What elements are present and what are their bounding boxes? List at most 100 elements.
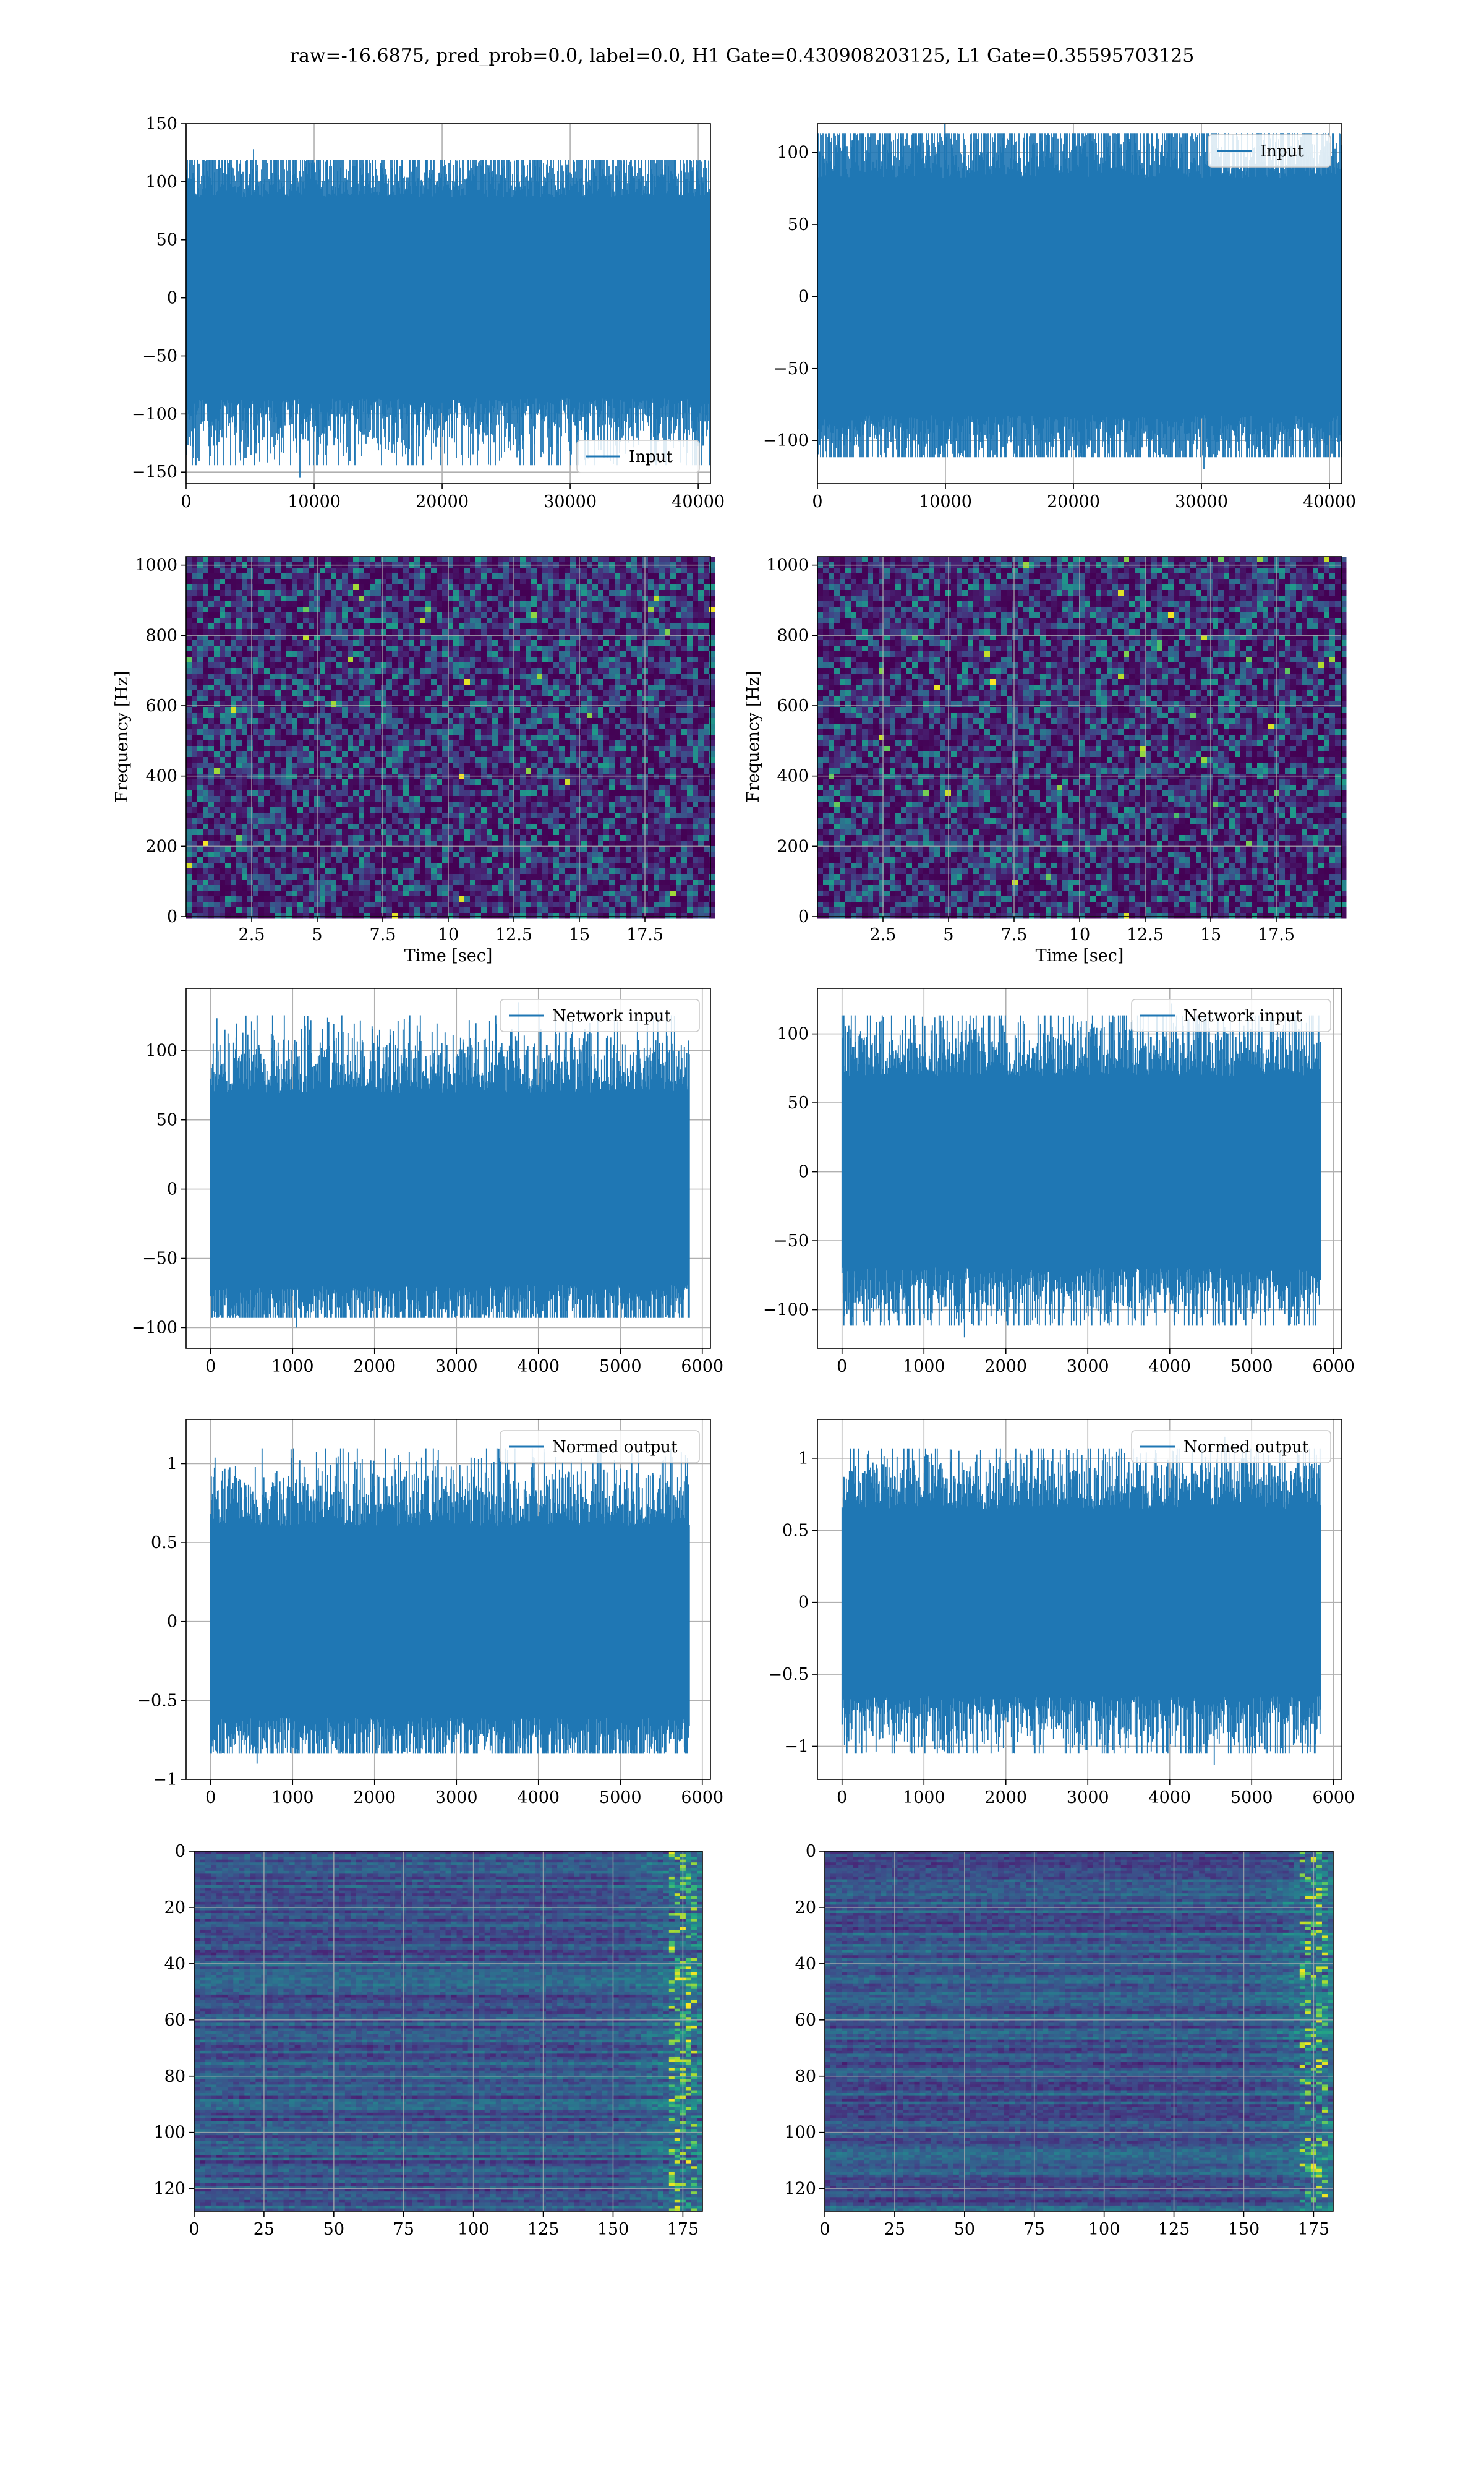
y-tick-label: 0 (806, 1842, 816, 1861)
y-tick-label: 1000 (766, 556, 809, 575)
y-tick-label: 400 (145, 767, 177, 786)
x-tick-label: 5000 (599, 1357, 642, 1376)
y-tick-label: 800 (777, 626, 809, 645)
x-tick-label: 50 (323, 2220, 344, 2239)
x-tick-label: 5000 (599, 1788, 642, 1807)
y-tick-label: −50 (774, 1231, 809, 1251)
x-tick-label: 175 (1298, 2220, 1330, 2239)
x-tick-label: 3000 (435, 1357, 478, 1376)
x-tick-label: 1000 (903, 1788, 945, 1807)
y-tick-label: 600 (145, 696, 177, 716)
x-tick-label: 100 (1088, 2220, 1120, 2239)
y-tick-label: 80 (164, 2067, 186, 2086)
x-tick-label: 6000 (681, 1357, 723, 1376)
x-tick-label: 2000 (353, 1357, 396, 1376)
y-tick-label: 100 (777, 1025, 809, 1044)
legend-entry: Input (1260, 142, 1304, 161)
x-tick-label: 3000 (435, 1788, 478, 1807)
x-tick-label: 40000 (672, 492, 725, 511)
y-axis-label: Frequency [Hz] (113, 670, 132, 802)
x-tick-label: 10000 (919, 492, 972, 511)
legend: Normed output (1132, 1431, 1331, 1463)
y-tick-label: −100 (132, 404, 177, 424)
y-tick-label: 100 (145, 1042, 177, 1061)
x-tick-label: 5000 (1230, 1357, 1273, 1376)
x-tick-label: 20000 (416, 492, 469, 511)
y-tick-label: −1 (784, 1737, 809, 1756)
x-tick-label: 0 (837, 1788, 847, 1807)
x-tick-label: 1000 (903, 1357, 945, 1376)
x-tick-label: 17.5 (626, 925, 663, 944)
x-tick-label: 0 (812, 492, 822, 511)
y-tick-label: 0 (798, 1593, 809, 1612)
x-tick-label: 125 (1158, 2220, 1190, 2239)
x-tick-label: 12.5 (495, 925, 532, 944)
y-tick-label: 20 (795, 1898, 816, 1917)
x-tick-label: 6000 (681, 1788, 723, 1807)
x-tick-label: 30000 (544, 492, 597, 511)
x-axis-label: Time [sec] (1036, 946, 1124, 965)
x-axis-label: Time [sec] (404, 946, 493, 965)
x-tick-label: 30000 (1175, 492, 1228, 511)
x-tick-label: 6000 (1312, 1788, 1355, 1807)
x-tick-label: 25 (884, 2220, 905, 2239)
y-tick-label: −100 (132, 1318, 177, 1337)
y-tick-label: 0 (167, 907, 177, 927)
y-tick-label: −50 (142, 346, 177, 366)
x-tick-label: 2000 (353, 1788, 396, 1807)
y-tick-label: 50 (788, 215, 809, 234)
y-tick-label: 0 (167, 1612, 177, 1632)
x-tick-label: 1000 (271, 1357, 314, 1376)
x-tick-label: 10 (438, 925, 459, 944)
y-tick-label: 0 (167, 1180, 177, 1199)
x-tick-label: 150 (597, 2220, 629, 2239)
y-tick-label: 40 (795, 1954, 816, 1974)
x-tick-label: 4000 (1148, 1788, 1191, 1807)
y-tick-label: 150 (145, 114, 177, 134)
x-tick-label: 2000 (984, 1788, 1027, 1807)
x-tick-label: 3000 (1067, 1788, 1109, 1807)
x-tick-label: 2.5 (870, 925, 897, 944)
heatmap-cells (817, 557, 1347, 919)
series-line (817, 121, 1342, 469)
legend-entry: Normed output (1183, 1438, 1309, 1457)
x-tick-label: 75 (393, 2220, 414, 2239)
y-tick-label: 200 (145, 837, 177, 856)
y-tick-label: 0.5 (151, 1533, 177, 1552)
x-tick-label: 4000 (1148, 1357, 1191, 1376)
x-tick-label: 4000 (517, 1357, 560, 1376)
y-tick-label: 100 (153, 2123, 186, 2142)
x-tick-label: 10 (1069, 925, 1090, 944)
x-tick-label: 25 (254, 2220, 275, 2239)
y-tick-label: 50 (156, 231, 177, 250)
x-tick-label: 1000 (271, 1788, 314, 1807)
y-tick-label: 0 (798, 287, 809, 306)
legend: Network input (500, 999, 699, 1032)
x-tick-label: 15 (569, 925, 590, 944)
x-tick-label: 2000 (984, 1357, 1027, 1376)
panel-row4-left: 0 1000 2000 3000 4000 5000 6000−1−0.500.51Norm… (137, 1419, 723, 1807)
y-tick-label: 1 (798, 1449, 809, 1468)
y-tick-label: −100 (763, 1301, 809, 1320)
x-tick-label: 150 (1228, 2220, 1260, 2239)
y-tick-label: 0 (167, 289, 177, 308)
y-tick-label: 40 (164, 1954, 186, 1974)
x-tick-label: 100 (458, 2220, 490, 2239)
x-tick-label: 0 (189, 2220, 199, 2239)
y-axis-label: Frequency [Hz] (744, 670, 763, 802)
legend: Normed output (500, 1431, 699, 1463)
y-tick-label: 50 (788, 1094, 809, 1113)
y-tick-label: −1 (153, 1770, 177, 1789)
y-tick-label: 60 (795, 2011, 816, 2030)
x-tick-label: 50 (954, 2220, 975, 2239)
panel-row3-right: 0 1000 2000 3000 4000 5000 6000−100−50050100Ne… (763, 988, 1355, 1376)
y-tick-label: 1 (167, 1454, 177, 1473)
x-tick-label: 40000 (1303, 492, 1356, 511)
x-tick-label: 4000 (517, 1788, 560, 1807)
x-tick-label: 7.5 (1001, 925, 1028, 944)
x-tick-label: 0 (205, 1357, 216, 1376)
y-tick-label: 600 (777, 696, 809, 716)
